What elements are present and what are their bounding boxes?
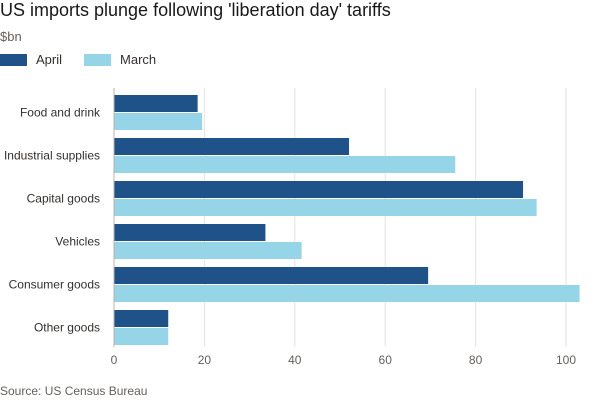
bar-april-industrial-supplies bbox=[114, 138, 350, 155]
source-note: Source: US Census Bureau bbox=[0, 384, 148, 398]
bar-march-consumer-goods bbox=[114, 285, 580, 302]
unit-label: $bn bbox=[0, 29, 22, 44]
x-tick-label-80: 80 bbox=[469, 353, 483, 367]
bar-march-other-goods bbox=[114, 328, 169, 345]
legend-swatch-april bbox=[0, 53, 27, 66]
x-tick-label-60: 60 bbox=[379, 353, 393, 367]
category-label-food-and-drink: Food and drink bbox=[20, 106, 101, 120]
legend-item-april: April bbox=[0, 52, 62, 67]
bar-march-capital-goods bbox=[114, 199, 537, 216]
legend: April March bbox=[0, 52, 178, 67]
category-label-other-goods: Other goods bbox=[34, 321, 100, 335]
x-tick-label-0: 0 bbox=[111, 353, 118, 367]
x-tick-label-100: 100 bbox=[556, 353, 576, 367]
bar-april-other-goods bbox=[114, 310, 169, 327]
bar-april-food-and-drink bbox=[114, 95, 198, 112]
category-label-vehicles: Vehicles bbox=[55, 235, 100, 249]
x-tick-label-40: 40 bbox=[288, 353, 302, 367]
chart-title: US imports plunge following 'liberation … bbox=[0, 0, 391, 20]
category-label-capital-goods: Capital goods bbox=[27, 192, 100, 206]
bar-april-capital-goods bbox=[114, 181, 524, 198]
legend-swatch-march bbox=[84, 53, 112, 66]
bar-march-industrial-supplies bbox=[114, 156, 456, 173]
legend-item-march: March bbox=[84, 52, 156, 67]
bar-april-consumer-goods bbox=[114, 267, 429, 284]
category-label-consumer-goods: Consumer goods bbox=[9, 278, 100, 292]
legend-label-april: April bbox=[36, 52, 63, 67]
bar-march-food-and-drink bbox=[114, 113, 203, 130]
bar-march-vehicles bbox=[114, 242, 302, 259]
legend-label-march: March bbox=[120, 52, 157, 67]
x-tick-label-20: 20 bbox=[198, 353, 212, 367]
category-label-industrial-supplies: Industrial supplies bbox=[4, 149, 100, 163]
bar-april-vehicles bbox=[114, 224, 266, 241]
